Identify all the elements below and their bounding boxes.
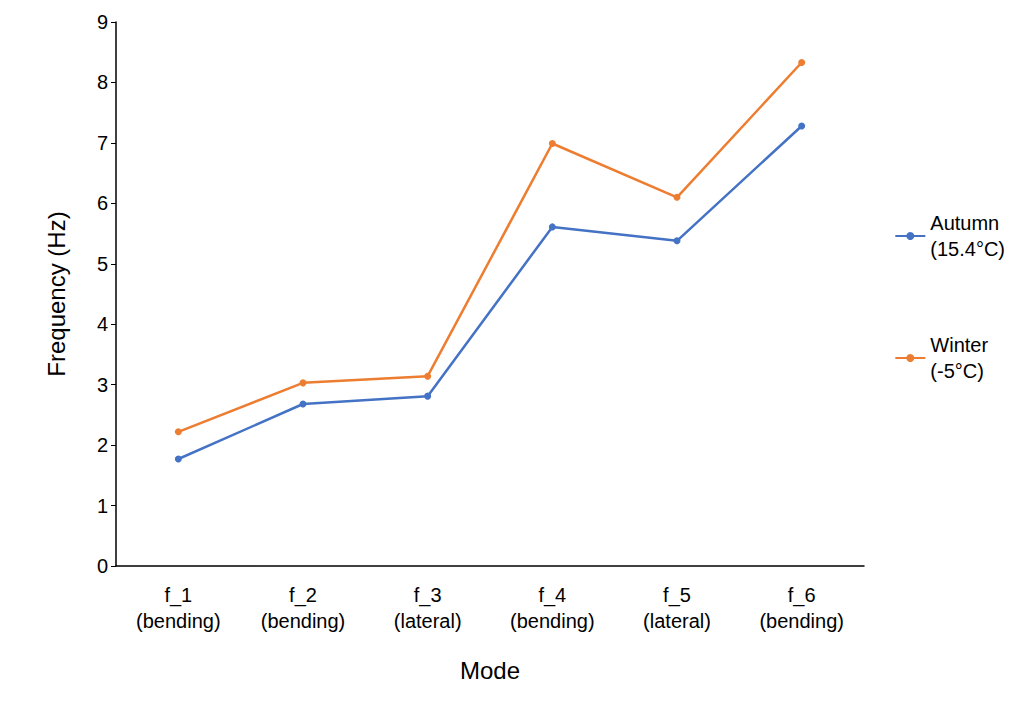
- svg-text:Winter: Winter: [930, 334, 988, 356]
- svg-text:1: 1: [97, 495, 108, 517]
- svg-text:2: 2: [97, 434, 108, 456]
- svg-text:(bending): (bending): [759, 610, 844, 632]
- svg-text:7: 7: [97, 132, 108, 154]
- svg-text:Autumn: Autumn: [930, 212, 999, 234]
- svg-text:Mode: Mode: [460, 657, 520, 684]
- svg-text:f_6: f_6: [788, 584, 816, 607]
- svg-text:6: 6: [97, 192, 108, 214]
- svg-text:(bending): (bending): [136, 610, 221, 632]
- svg-text:3: 3: [97, 374, 108, 396]
- svg-text:(bending): (bending): [510, 610, 595, 632]
- svg-text:Frequency (Hz): Frequency (Hz): [43, 211, 70, 376]
- svg-text:(lateral): (lateral): [643, 610, 711, 632]
- svg-text:0: 0: [97, 555, 108, 577]
- svg-text:(15.4°C): (15.4°C): [930, 238, 1005, 260]
- svg-text:(lateral): (lateral): [394, 610, 462, 632]
- svg-text:f_1: f_1: [164, 584, 192, 607]
- svg-text:f_3: f_3: [414, 584, 442, 607]
- svg-text:f_5: f_5: [663, 584, 691, 607]
- svg-text:5: 5: [97, 253, 108, 275]
- svg-text:f_2: f_2: [289, 584, 317, 607]
- svg-text:(-5°C): (-5°C): [930, 360, 984, 382]
- svg-text:f_4: f_4: [538, 584, 566, 607]
- svg-text:8: 8: [97, 71, 108, 93]
- svg-text:(bending): (bending): [261, 610, 346, 632]
- svg-text:9: 9: [97, 11, 108, 33]
- svg-text:4: 4: [97, 313, 108, 335]
